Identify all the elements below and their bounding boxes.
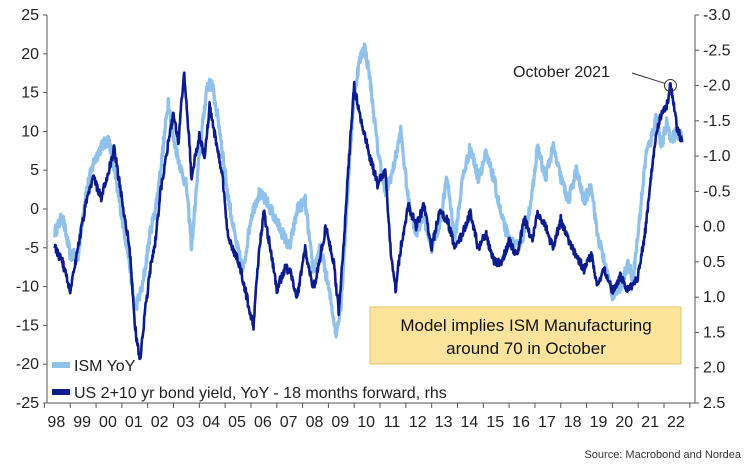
series-bond-yield-line xyxy=(53,71,684,361)
legend-label-bond-yield: US 2+10 yr bond yield, YoY - 18 months f… xyxy=(74,385,447,402)
x-tick-label: 12 xyxy=(409,414,427,431)
right-tick-label: 1.0 xyxy=(703,289,725,306)
x-tick-label: 05 xyxy=(228,414,246,431)
series-ism-yoy-line xyxy=(53,42,684,339)
legend-label-ism-yoy: ISM YoY xyxy=(74,358,136,375)
left-tick-label: 15 xyxy=(21,85,39,102)
model-annotation-box xyxy=(369,306,682,365)
model-annotation-line1: Model implies ISM Manufacturing xyxy=(400,316,651,335)
source-note: Source: Macrobond and Nordea xyxy=(584,449,741,461)
right-tick-label: 2.5 xyxy=(703,395,725,412)
x-tick-label: 13 xyxy=(435,414,453,431)
right-tick-label: -2.5 xyxy=(703,42,731,59)
series-layer xyxy=(53,42,684,361)
axes-layer: 25 20 15 10 5 0 -5 -10 -15 -20 -25 -3.0 -2.5 -2.0 -1.5… xyxy=(16,7,731,431)
x-tick-label: 16 xyxy=(512,414,530,431)
left-tick-label: 20 xyxy=(21,46,39,63)
x-tick-label: 03 xyxy=(177,414,195,431)
right-tick-label: -0.5 xyxy=(703,183,731,200)
left-tick-label: 25 xyxy=(21,7,39,24)
left-tick-label: -20 xyxy=(16,356,39,373)
x-tick-label: 11 xyxy=(384,414,401,431)
left-tick-label: -5 xyxy=(25,240,39,257)
left-tick-label: 10 xyxy=(21,123,39,140)
x-tick-label: 20 xyxy=(615,414,633,431)
x-tick-label: 14 xyxy=(460,414,478,431)
x-tick-label: 17 xyxy=(538,414,556,431)
legend: ISM YoY US 2+10 yr bond yield, YoY - 18 m… xyxy=(52,358,447,402)
x-tick-label: 04 xyxy=(202,414,220,431)
left-tick-label: 5 xyxy=(30,162,39,179)
x-tick-label: 01 xyxy=(125,414,143,431)
x-tick-label: 19 xyxy=(590,414,608,431)
x-tick-label: 22 xyxy=(667,414,685,431)
x-tick-label: 09 xyxy=(331,414,349,431)
october-2021-marker xyxy=(663,79,677,93)
x-tick-label: 98 xyxy=(47,414,65,431)
right-tick-label: 0.0 xyxy=(703,219,725,236)
x-tick-label: 10 xyxy=(357,414,375,431)
x-tick-label: 21 xyxy=(641,414,659,431)
left-tick-label: -15 xyxy=(16,317,39,334)
model-annotation-line2: around 70 in October xyxy=(446,339,606,358)
right-tick-label: 1.5 xyxy=(703,324,725,341)
annotations: October 2021 Model implies ISM Manufactur… xyxy=(369,64,742,461)
x-tick-label: 15 xyxy=(486,414,504,431)
right-tick-label: -1.5 xyxy=(703,113,731,130)
x-tick-label: 06 xyxy=(254,414,272,431)
x-tick-label: 00 xyxy=(99,414,117,431)
right-tick-label: -2.0 xyxy=(703,78,731,95)
right-tick-label: -1.0 xyxy=(703,148,731,165)
left-tick-label: -25 xyxy=(16,395,39,412)
x-tick-label: 02 xyxy=(151,414,169,431)
x-tick-label: 08 xyxy=(306,414,324,431)
right-tick-label: -3.0 xyxy=(703,7,731,24)
x-tick-label: 99 xyxy=(73,414,91,431)
left-tick-label: 0 xyxy=(30,201,39,218)
october-2021-leader-line xyxy=(631,72,666,85)
right-tick-label: 2.0 xyxy=(703,360,725,377)
left-tick-label: -10 xyxy=(16,279,39,296)
x-tick-label: 18 xyxy=(564,414,582,431)
october-2021-label: October 2021 xyxy=(513,64,610,81)
x-tick-label: 07 xyxy=(280,414,298,431)
right-tick-label: 0.5 xyxy=(703,254,725,271)
